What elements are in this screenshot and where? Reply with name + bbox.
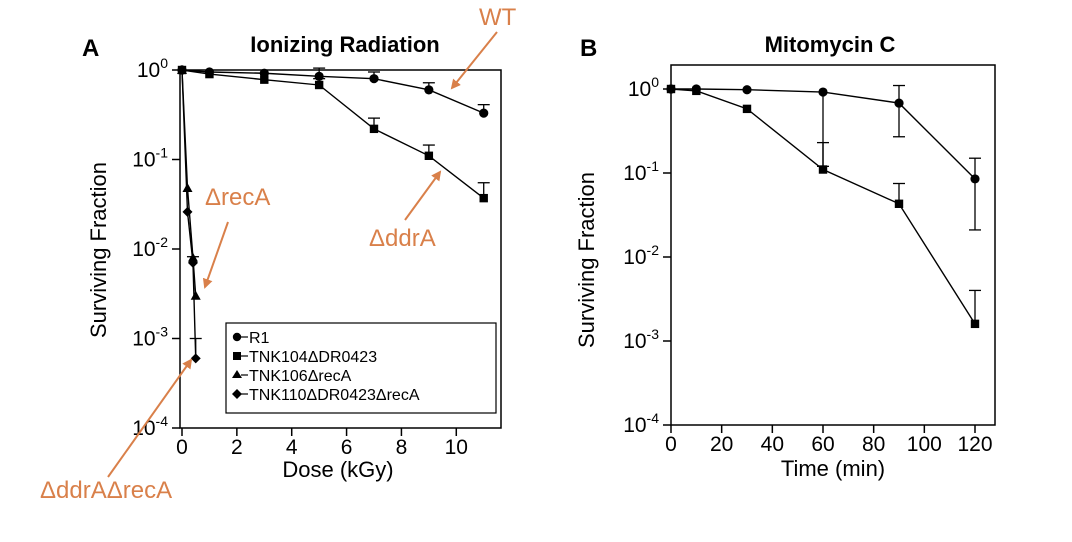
y-tick-label: 10-2 — [623, 242, 659, 269]
annotations: WT ΔrecA ΔddrA ΔddrAΔrecA — [40, 4, 517, 504]
data-point-diamond — [177, 65, 187, 75]
panel-b-x-axis: 0 20 40 60 80 100 120 — [665, 425, 993, 456]
data-point-square — [666, 84, 676, 94]
y-tick-label: 10-3 — [623, 326, 659, 353]
x-tick-label: 40 — [761, 433, 784, 456]
panel-a-series — [177, 65, 490, 364]
x-tick-label: 10 — [445, 436, 468, 459]
y-tick-label: 100 — [628, 74, 659, 101]
x-tick-label: 120 — [957, 433, 992, 456]
data-point-square — [424, 151, 434, 160]
series-diamond — [177, 65, 202, 364]
annotation-wt-arrow — [450, 31, 498, 90]
annotation-reca-arrow — [202, 221, 229, 289]
annotation-ddra-reca-arrow — [107, 358, 193, 478]
data-point-square — [314, 80, 324, 90]
panel-b-series — [666, 84, 981, 329]
y-tick-label: 10-1 — [132, 145, 168, 172]
series-circle — [666, 84, 981, 231]
x-tick-label: 20 — [710, 433, 733, 456]
y-tick-label: 10-1 — [623, 158, 659, 185]
x-tick-label: 6 — [341, 436, 353, 459]
data-point-circle — [479, 108, 489, 118]
annotation-reca-label: ΔrecA — [205, 184, 270, 211]
y-tick-label: 10-3 — [132, 324, 168, 351]
panel-a-x-label: Dose (kGy) — [282, 457, 393, 482]
y-tick-label: 100 — [137, 55, 168, 82]
panel-b-plot-frame — [670, 64, 996, 426]
panel-a-title: Ionizing Radiation — [250, 32, 439, 57]
panel-a-letter: A — [82, 35, 99, 62]
panel-b-letter: B — [580, 35, 597, 62]
series-circle — [177, 65, 490, 118]
x-tick-label: 0 — [665, 433, 677, 456]
x-tick-label: 0 — [176, 436, 188, 459]
data-point-square — [970, 319, 980, 329]
legend-box — [225, 322, 497, 414]
data-point-square — [742, 104, 752, 114]
legend-label-tnk104: TNK104ΔDR0423 — [249, 349, 377, 366]
series-line — [670, 88, 976, 325]
data-point-circle — [894, 98, 904, 108]
data-point-circle — [424, 85, 434, 95]
legend-marker-tnk106 — [232, 370, 242, 378]
panel-b-title: Mitomycin C — [765, 32, 896, 57]
data-point-square — [894, 199, 904, 208]
data-point-triangle — [182, 183, 193, 193]
x-tick-label: 4 — [286, 436, 298, 459]
panel-b-y-axis: 100 10-1 10-2 10-3 10-4 — [623, 74, 671, 437]
data-point-circle — [818, 87, 828, 97]
annotation-ddra-arrow — [404, 170, 442, 221]
data-point-diamond — [187, 257, 198, 268]
data-point-square — [260, 75, 269, 84]
legend-marker-r1 — [232, 332, 242, 342]
panel-b-x-label: Time (min) — [781, 456, 885, 481]
x-tick-label: 60 — [811, 433, 834, 456]
data-point-triangle — [190, 290, 201, 300]
legend-label-tnk110: TNK110ΔDR0423ΔrecA — [249, 387, 420, 404]
x-tick-label: 2 — [231, 436, 243, 459]
data-point-circle — [970, 174, 980, 184]
annotation-ddra-label: ΔddrA — [369, 225, 436, 252]
panel-a-legend: R1 TNK104ΔDR0423 TNK106ΔrecA TNK110ΔDR04… — [225, 322, 497, 414]
panel-b-y-label: Surviving Fraction — [574, 172, 599, 348]
panel-b: B Mitomycin C 0 20 40 60 80 100 120 100 10-1 10-… — [574, 32, 996, 481]
data-point-square — [479, 193, 488, 203]
panel-a-x-axis: 0 2 4 6 8 10 — [176, 428, 468, 459]
legend-label-r1: R1 — [249, 330, 270, 347]
x-tick-label: 80 — [862, 433, 885, 456]
data-point-square — [205, 69, 214, 79]
y-tick-label: 10-2 — [132, 234, 168, 261]
data-point-square — [369, 124, 379, 134]
series-line — [181, 69, 197, 359]
legend-marker-tnk110 — [232, 389, 242, 399]
series-square — [666, 84, 981, 329]
data-point-diamond — [190, 353, 201, 364]
annotation-ddra-reca-label: ΔddrAΔrecA — [40, 477, 172, 504]
x-tick-label: 100 — [907, 433, 942, 456]
data-point-square — [818, 165, 828, 174]
panel-a: A Ionizing Radiation 0 2 4 6 8 10 100 10-1 10-2… — [82, 32, 502, 482]
series-square — [177, 65, 490, 203]
y-tick-label: 10-4 — [623, 410, 659, 437]
legend-label-tnk106: TNK106ΔrecA — [249, 368, 352, 385]
x-tick-label: 8 — [396, 436, 408, 459]
annotation-wt-label: WT — [479, 4, 517, 31]
data-point-circle — [742, 85, 752, 95]
data-point-square — [692, 86, 701, 96]
series-line — [181, 69, 485, 199]
panel-a-y-label: Surviving Fraction — [86, 162, 111, 338]
legend-marker-tnk104 — [233, 352, 241, 360]
data-point-circle — [369, 74, 379, 84]
data-point-diamond — [182, 206, 193, 217]
